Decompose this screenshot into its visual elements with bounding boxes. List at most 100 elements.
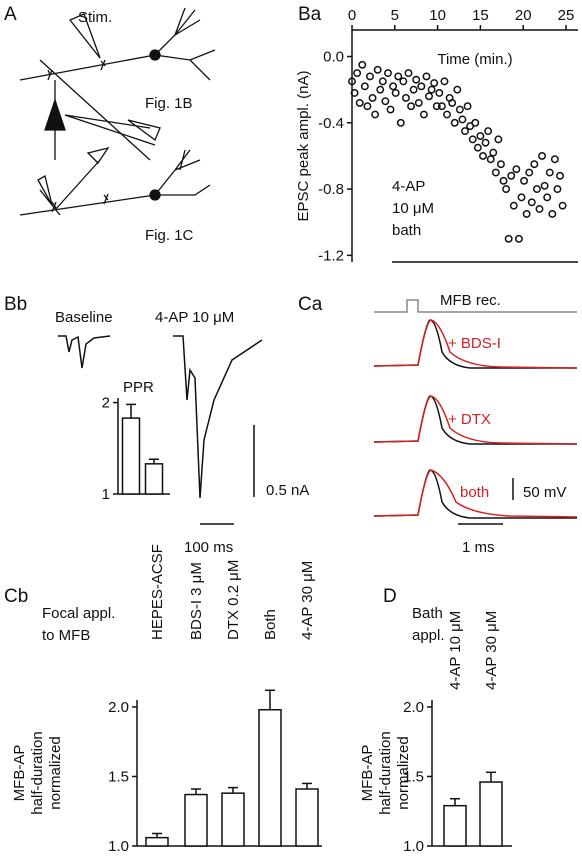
point — [448, 98, 457, 107]
point — [512, 165, 521, 174]
point — [453, 85, 462, 94]
bar — [121, 417, 141, 495]
point — [543, 193, 552, 202]
point — [491, 168, 500, 177]
point — [473, 143, 482, 152]
point — [504, 234, 513, 243]
point — [525, 168, 534, 177]
annotation: 10 μM — [392, 200, 434, 217]
point — [527, 198, 536, 207]
annotation: bath — [392, 222, 421, 239]
point — [371, 110, 380, 119]
bar — [479, 781, 503, 847]
point — [399, 77, 408, 86]
panel-letter: Ca — [298, 294, 323, 315]
point — [509, 201, 518, 210]
point — [540, 181, 549, 190]
y-axis-label: half-duration — [377, 731, 394, 814]
point — [368, 93, 377, 102]
category-label: Both — [262, 609, 279, 640]
point — [363, 102, 372, 111]
point — [384, 69, 392, 78]
point — [373, 65, 382, 74]
diagram — [19, 7, 216, 216]
point — [468, 135, 477, 144]
point — [348, 77, 356, 86]
annotation: 4-AP — [392, 178, 425, 195]
point — [376, 85, 385, 94]
category-label: DTX 0.2 μM — [225, 560, 242, 640]
point — [386, 105, 395, 114]
point — [530, 160, 539, 169]
trace-label: + BDS-I — [448, 335, 501, 352]
y-tick-label: -1.2 — [318, 247, 344, 264]
category-label: 4-AP 30 μM — [483, 611, 500, 690]
point — [391, 89, 400, 97]
point — [455, 105, 464, 114]
point — [522, 209, 531, 218]
point — [553, 185, 562, 194]
y-axis-label: half-duration — [29, 731, 46, 814]
y-tick-label: 0.0 — [323, 49, 344, 66]
point — [517, 193, 526, 202]
bar — [443, 804, 467, 847]
point — [427, 85, 436, 94]
scale-label: 0.5 nA — [266, 482, 309, 499]
point — [450, 118, 459, 127]
point — [497, 160, 505, 169]
bar — [144, 463, 164, 495]
point — [360, 82, 369, 91]
y-tick-label: 1 — [102, 486, 110, 503]
y-tick-label: 1.0 — [108, 838, 129, 852]
point — [396, 118, 405, 127]
point — [419, 110, 428, 119]
point — [366, 72, 374, 81]
point — [404, 69, 413, 78]
stim-trace — [374, 299, 577, 313]
point — [355, 98, 364, 107]
point — [432, 102, 441, 111]
bar — [295, 788, 319, 847]
y-axis-label: normalized — [395, 736, 412, 809]
trace-label: 4-AP 10 μM — [155, 309, 234, 326]
point — [378, 77, 387, 86]
trace — [58, 335, 111, 369]
point — [558, 201, 567, 210]
point — [350, 89, 359, 97]
panel-letter: D — [383, 586, 397, 607]
scale-label: 1 ms — [462, 539, 495, 556]
point — [514, 234, 523, 243]
diagram-label: Fig. 1B — [145, 95, 193, 112]
point — [430, 79, 439, 87]
panel-title: appl. — [412, 627, 445, 644]
diagram-label: Stim. — [78, 9, 112, 26]
point — [520, 176, 529, 185]
point — [507, 171, 516, 180]
chart-title: PPR — [123, 379, 154, 396]
bar — [258, 708, 282, 847]
point — [548, 209, 557, 218]
x-tick-label: 5 — [391, 7, 399, 24]
x-tick-label: 25 — [558, 7, 575, 24]
point — [532, 185, 541, 194]
point — [486, 155, 495, 164]
trace-label: both — [460, 484, 489, 501]
category-label: 4-AP 30 μM — [299, 561, 316, 640]
trace — [173, 335, 263, 499]
category-label: BDS-I 3 μM — [188, 562, 205, 640]
point — [463, 102, 472, 111]
scale-label: 100 ms — [184, 539, 233, 556]
x-tick-label: 15 — [472, 7, 489, 24]
y-axis-label: normalized — [47, 736, 64, 809]
point — [425, 92, 433, 101]
point — [437, 102, 446, 111]
point — [412, 75, 421, 84]
bar — [221, 792, 245, 847]
point — [353, 69, 362, 78]
point — [443, 110, 451, 119]
point — [550, 155, 559, 164]
y-axis-label: EPSC peak ampl. (nA) — [295, 71, 312, 222]
point — [499, 176, 508, 185]
point — [502, 185, 511, 194]
